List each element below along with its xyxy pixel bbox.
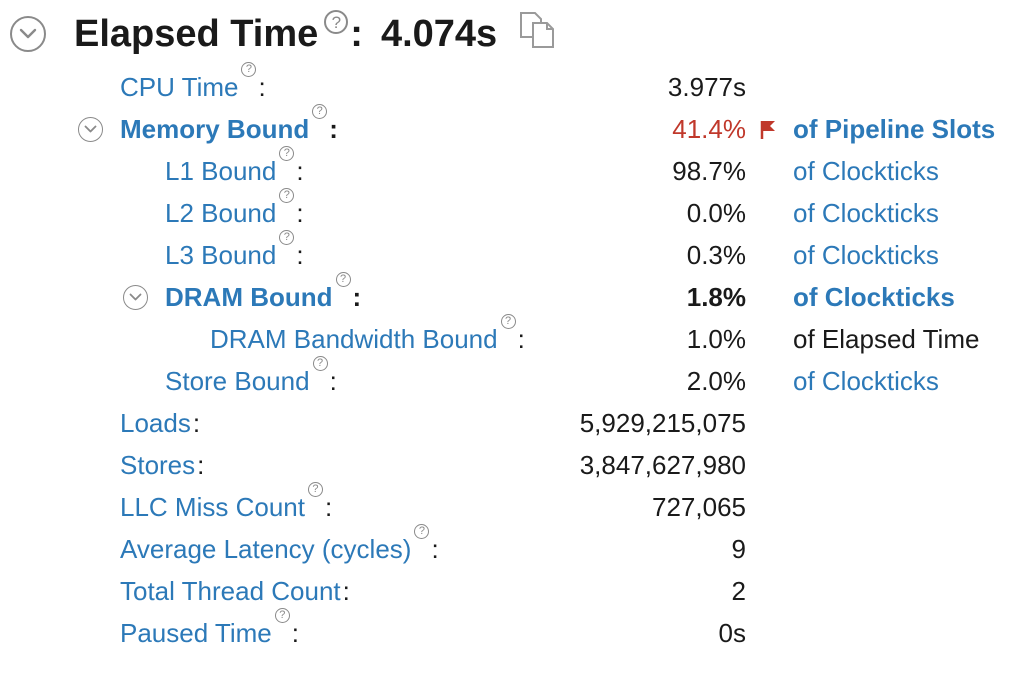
metric-label-loads[interactable]: Loads: bbox=[120, 408, 201, 438]
metric-value-store-bound: 2.0% bbox=[686, 366, 746, 396]
metric-value-cpu-time: 3.977s bbox=[667, 72, 746, 102]
metric-label-stores[interactable]: Stores: bbox=[120, 450, 205, 480]
metric-label-memory-bound[interactable]: Memory Bound?: bbox=[120, 104, 338, 144]
metric-value-l2-bound: 0.0% bbox=[686, 198, 746, 228]
metric-unit-store-bound[interactable]: of Clockticks bbox=[793, 366, 939, 396]
metric-value-stores: 3,847,627,980 bbox=[579, 450, 746, 480]
metric-value-memory-bound: 41.4% bbox=[672, 114, 746, 144]
metric-label-l2-bound[interactable]: L2 Bound?: bbox=[165, 188, 304, 228]
metric-row-l3-bound: L3 Bound?: 0.3% of Clockticks bbox=[0, 230, 1012, 276]
metric-value-average-latency: 9 bbox=[731, 534, 746, 564]
help-icon[interactable]: ? bbox=[500, 314, 516, 329]
flag-icon bbox=[760, 121, 775, 139]
help-icon[interactable]: ? bbox=[279, 146, 295, 161]
help-icon[interactable]: ? bbox=[274, 608, 290, 623]
chevron-down-icon bbox=[129, 293, 142, 301]
help-icon[interactable]: ? bbox=[414, 524, 430, 539]
metric-value-dram-bound: 1.8% bbox=[686, 282, 746, 312]
metric-label-dram-bandwidth-bound[interactable]: DRAM Bandwidth Bound?: bbox=[210, 314, 525, 354]
metric-label-total-thread-count[interactable]: Total Thread Count: bbox=[120, 576, 350, 606]
help-icon[interactable]: ? bbox=[279, 230, 295, 245]
chevron-down-icon bbox=[84, 125, 97, 133]
metric-row-dram-bound: DRAM Bound?: 1.8% of Clockticks bbox=[0, 272, 1012, 318]
metric-unit-dram-bandwidth-bound: of Elapsed Time bbox=[793, 324, 980, 354]
metric-label-l3-bound[interactable]: L3 Bound?: bbox=[165, 230, 304, 270]
metric-row-loads: Loads: 5,929,215,075 bbox=[0, 402, 1012, 444]
metric-row-average-latency: Average Latency (cycles)?: 9 bbox=[0, 524, 1012, 570]
metric-value-l3-bound: 0.3% bbox=[686, 240, 746, 270]
metric-unit-l3-bound[interactable]: of Clockticks bbox=[793, 240, 939, 270]
metric-row-total-thread-count: Total Thread Count: 2 bbox=[0, 570, 1012, 612]
metric-row-l1-bound: L1 Bound?: 98.7% of Clockticks bbox=[0, 146, 1012, 192]
metric-value-llc-miss-count: 727,065 bbox=[652, 492, 746, 522]
metric-value-paused-time: 0s bbox=[718, 618, 746, 648]
elapsed-time-value: 4.074s bbox=[380, 12, 498, 55]
metric-unit-l2-bound[interactable]: of Clockticks bbox=[793, 198, 939, 228]
metric-label-paused-time[interactable]: Paused Time?: bbox=[120, 608, 299, 648]
copy-icon[interactable] bbox=[517, 11, 559, 54]
metric-row-store-bound: Store Bound?: 2.0% of Clockticks bbox=[0, 356, 1012, 402]
metric-row-memory-bound: Memory Bound?: 41.4% of Pipeline Slots bbox=[0, 104, 1012, 150]
metric-label-average-latency[interactable]: Average Latency (cycles)?: bbox=[120, 524, 439, 564]
help-icon[interactable]: ? bbox=[324, 10, 349, 34]
help-icon[interactable]: ? bbox=[307, 482, 323, 497]
chevron-down-icon bbox=[19, 28, 37, 39]
metric-label-store-bound[interactable]: Store Bound?: bbox=[165, 356, 337, 396]
metric-row-l2-bound: L2 Bound?: 0.0% of Clockticks bbox=[0, 188, 1012, 234]
elapsed-time-title: Elapsed Time bbox=[74, 12, 319, 55]
metric-row-paused-time: Paused Time?: 0s bbox=[0, 608, 1012, 654]
metric-row-llc-miss-count: LLC Miss Count?: 727,065 bbox=[0, 482, 1012, 528]
metric-unit-memory-bound[interactable]: of Pipeline Slots bbox=[793, 114, 996, 144]
metric-label-cpu-time[interactable]: CPU Time?: bbox=[120, 62, 266, 102]
collapse-dram-bound-toggle[interactable] bbox=[123, 285, 148, 310]
metric-value-dram-bandwidth-bound: 1.0% bbox=[686, 324, 746, 354]
title-colon: : bbox=[350, 12, 363, 55]
metric-value-l1-bound: 98.7% bbox=[672, 156, 746, 186]
metric-row-stores: Stores: 3,847,627,980 bbox=[0, 444, 1012, 486]
collapse-memory-bound-toggle[interactable] bbox=[78, 117, 103, 142]
collapse-elapsed-time-toggle[interactable] bbox=[10, 16, 46, 52]
help-icon[interactable]: ? bbox=[241, 62, 257, 77]
metric-value-loads: 5,929,215,075 bbox=[579, 408, 746, 438]
metric-row-dram-bandwidth-bound: DRAM Bandwidth Bound?: 1.0% of Elapsed T… bbox=[0, 314, 1012, 360]
help-icon[interactable]: ? bbox=[335, 272, 351, 287]
metric-unit-l1-bound[interactable]: of Clockticks bbox=[793, 156, 939, 186]
help-icon[interactable]: ? bbox=[312, 104, 328, 119]
metric-unit-dram-bound[interactable]: of Clockticks bbox=[793, 282, 955, 312]
metric-row-cpu-time: CPU Time?: 3.977s bbox=[0, 62, 1012, 108]
metric-value-total-thread-count: 2 bbox=[731, 576, 746, 606]
metric-label-l1-bound[interactable]: L1 Bound?: bbox=[165, 146, 304, 186]
help-icon[interactable]: ? bbox=[312, 356, 328, 371]
metric-label-dram-bound[interactable]: DRAM Bound?: bbox=[165, 272, 362, 312]
metric-label-llc-miss-count[interactable]: LLC Miss Count?: bbox=[120, 482, 333, 522]
elapsed-time-header: Elapsed Time ? : 4.074s bbox=[10, 8, 559, 60]
help-icon[interactable]: ? bbox=[279, 188, 295, 203]
